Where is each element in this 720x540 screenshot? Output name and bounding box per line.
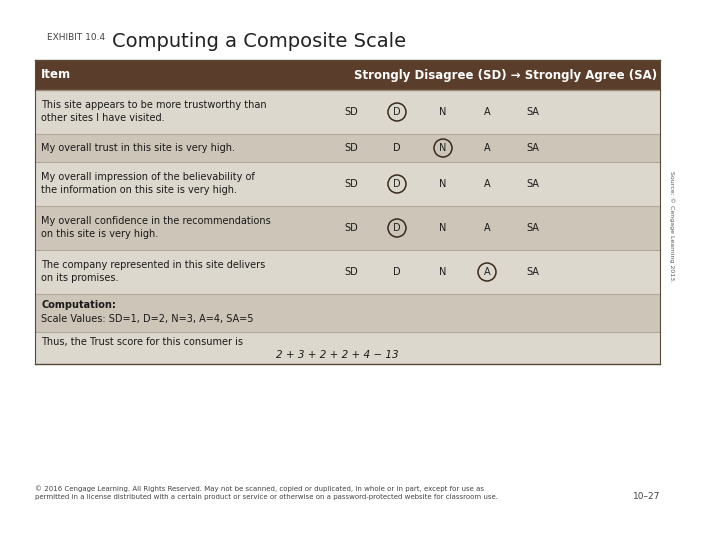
Text: My overall confidence in the recommendations: My overall confidence in the recommendat… bbox=[41, 216, 271, 226]
Text: SA: SA bbox=[526, 179, 539, 189]
Text: The company represented in this site delivers: The company represented in this site del… bbox=[41, 260, 265, 270]
Text: N: N bbox=[439, 179, 446, 189]
Text: Scale Values: SD=1, D=2, N=3, A=4, SA=5: Scale Values: SD=1, D=2, N=3, A=4, SA=5 bbox=[41, 314, 253, 324]
Text: © 2016 Cengage Learning. All Rights Reserved. May not be scanned, copied or dupl: © 2016 Cengage Learning. All Rights Rese… bbox=[35, 485, 498, 500]
Text: A: A bbox=[484, 267, 490, 277]
Text: on its promises.: on its promises. bbox=[41, 273, 119, 283]
Text: A: A bbox=[484, 107, 490, 117]
Text: other sites I have visited.: other sites I have visited. bbox=[41, 113, 165, 123]
Bar bbox=[35, 332, 660, 364]
Text: Source: © Cengage Learning 2013.: Source: © Cengage Learning 2013. bbox=[669, 171, 675, 282]
Bar bbox=[35, 162, 660, 206]
Text: SD: SD bbox=[344, 223, 358, 233]
Bar bbox=[35, 294, 660, 332]
Text: SA: SA bbox=[526, 143, 539, 153]
Text: N: N bbox=[439, 223, 446, 233]
Text: D: D bbox=[393, 267, 401, 277]
Text: Thus, the Trust score for this consumer is: Thus, the Trust score for this consumer … bbox=[41, 337, 243, 347]
Text: D: D bbox=[393, 143, 401, 153]
Text: A: A bbox=[484, 143, 490, 153]
Text: Strongly Disagree (SD) → Strongly Agree (SA): Strongly Disagree (SD) → Strongly Agree … bbox=[354, 69, 657, 82]
Text: on this site is very high.: on this site is very high. bbox=[41, 229, 158, 239]
Bar bbox=[35, 90, 660, 134]
Text: My overall trust in this site is very high.: My overall trust in this site is very hi… bbox=[41, 143, 235, 153]
Text: D: D bbox=[393, 179, 401, 189]
Bar bbox=[35, 206, 660, 250]
Text: EXHIBIT 10.4: EXHIBIT 10.4 bbox=[47, 33, 105, 42]
Text: N: N bbox=[439, 107, 446, 117]
Text: N: N bbox=[439, 143, 446, 153]
Text: SA: SA bbox=[526, 223, 539, 233]
Text: 10–27: 10–27 bbox=[633, 492, 660, 501]
Text: D: D bbox=[393, 223, 401, 233]
Text: A: A bbox=[484, 179, 490, 189]
Text: Item: Item bbox=[41, 69, 71, 82]
Text: SD: SD bbox=[344, 267, 358, 277]
Text: SA: SA bbox=[526, 267, 539, 277]
Text: A: A bbox=[484, 223, 490, 233]
Bar bbox=[35, 250, 660, 294]
Bar bbox=[35, 60, 660, 90]
Text: 2 + 3 + 2 + 2 + 4 − 13: 2 + 3 + 2 + 2 + 4 − 13 bbox=[276, 350, 399, 360]
Text: Computation:: Computation: bbox=[41, 300, 116, 310]
Text: the information on this site is very high.: the information on this site is very hig… bbox=[41, 185, 237, 195]
Text: SD: SD bbox=[344, 179, 358, 189]
Text: SD: SD bbox=[344, 107, 358, 117]
Text: N: N bbox=[439, 267, 446, 277]
Text: This site appears to be more trustworthy than: This site appears to be more trustworthy… bbox=[41, 100, 266, 110]
Text: My overall impression of the believability of: My overall impression of the believabili… bbox=[41, 172, 255, 182]
Text: SD: SD bbox=[344, 143, 358, 153]
Text: Computing a Composite Scale: Computing a Composite Scale bbox=[112, 32, 406, 51]
Bar bbox=[35, 134, 660, 162]
Text: D: D bbox=[393, 107, 401, 117]
Text: SA: SA bbox=[526, 107, 539, 117]
